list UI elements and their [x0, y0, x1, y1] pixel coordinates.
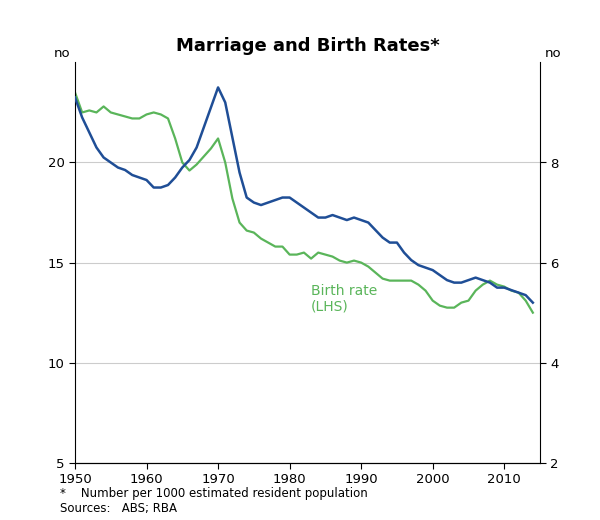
Text: Sources:   ABS; RBA: Sources: ABS; RBA	[60, 502, 177, 515]
Text: Birth rate
(LHS): Birth rate (LHS)	[311, 283, 377, 314]
Text: *    Number per 1000 estimated resident population: * Number per 1000 estimated resident pop…	[60, 487, 368, 500]
Title: Marriage and Birth Rates*: Marriage and Birth Rates*	[176, 37, 439, 55]
Text: no: no	[54, 47, 70, 60]
Text: no: no	[545, 47, 561, 60]
